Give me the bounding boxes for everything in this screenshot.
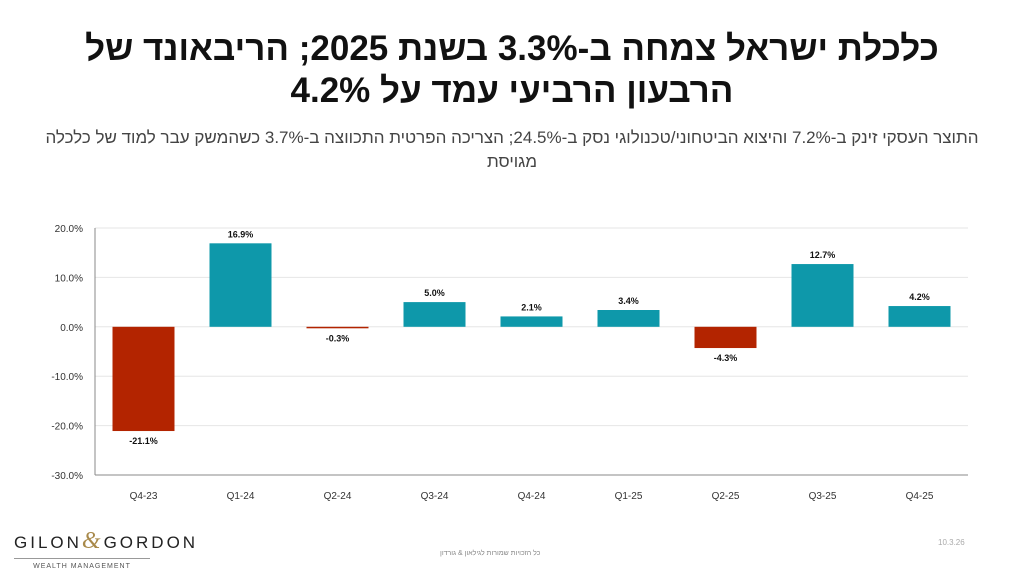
y-tick-label: -10.0% xyxy=(51,372,83,383)
x-tick-label: Q4-24 xyxy=(518,491,546,502)
x-tick-label: Q3-25 xyxy=(809,491,837,502)
data-label: 3.4% xyxy=(618,296,639,306)
x-tick-label: Q2-25 xyxy=(712,491,740,502)
data-label: 12.7% xyxy=(810,250,836,260)
company-logo: GILON&GORDON WEALTH MANAGEMENT xyxy=(14,528,195,570)
bar xyxy=(597,310,660,327)
data-label: 16.9% xyxy=(228,229,254,239)
bar xyxy=(694,326,757,349)
bar xyxy=(888,306,951,327)
data-label: -0.3% xyxy=(326,333,350,343)
data-label: 2.1% xyxy=(521,302,542,312)
y-tick-label: 20.0% xyxy=(55,224,83,235)
data-label: 4.2% xyxy=(909,292,930,302)
logo-ampersand: & xyxy=(81,528,104,554)
bar xyxy=(403,302,466,327)
logo-text-right: GORDON xyxy=(103,533,199,552)
bar xyxy=(791,264,854,327)
bar xyxy=(500,316,563,327)
y-tick-label: -30.0% xyxy=(51,471,83,482)
page-subtitle: התוצר העסקי זינק ב-7.2% והיצוא הביטחוני/… xyxy=(45,128,979,171)
y-tick-label: 0.0% xyxy=(60,323,83,334)
x-tick-label: Q2-24 xyxy=(324,491,352,502)
x-tick-label: Q4-25 xyxy=(906,491,934,502)
x-tick-label: Q1-25 xyxy=(615,491,643,502)
copyright-footer: כל הזכויות שמורות לגילאון & גורדון xyxy=(440,550,541,557)
data-label: 5.0% xyxy=(424,288,445,298)
x-tick-label: Q4-23 xyxy=(130,491,158,502)
bar xyxy=(306,326,369,329)
data-label: -4.3% xyxy=(714,353,738,363)
y-tick-label: 10.0% xyxy=(55,273,83,284)
logo-text-left: GILON xyxy=(14,533,82,552)
bar-chart: 20.0% 10.0% 0.0% -10.0% -20.0% -30.0% -21.1% Q4… xyxy=(51,224,968,502)
x-tick-label: Q3-24 xyxy=(421,491,449,502)
logo-tagline: WEALTH MANAGEMENT xyxy=(33,563,131,570)
data-label: -21.1% xyxy=(129,436,158,446)
x-tick-label: Q1-24 xyxy=(227,491,255,502)
bar xyxy=(209,243,272,327)
date-stamp: 10.3.26 xyxy=(938,538,965,547)
y-tick-label: -20.0% xyxy=(51,422,83,433)
bar xyxy=(112,326,175,432)
page-title: כלכלת ישראל צמחה ב-3.3% בשנת 2025; הריבא… xyxy=(85,29,939,110)
